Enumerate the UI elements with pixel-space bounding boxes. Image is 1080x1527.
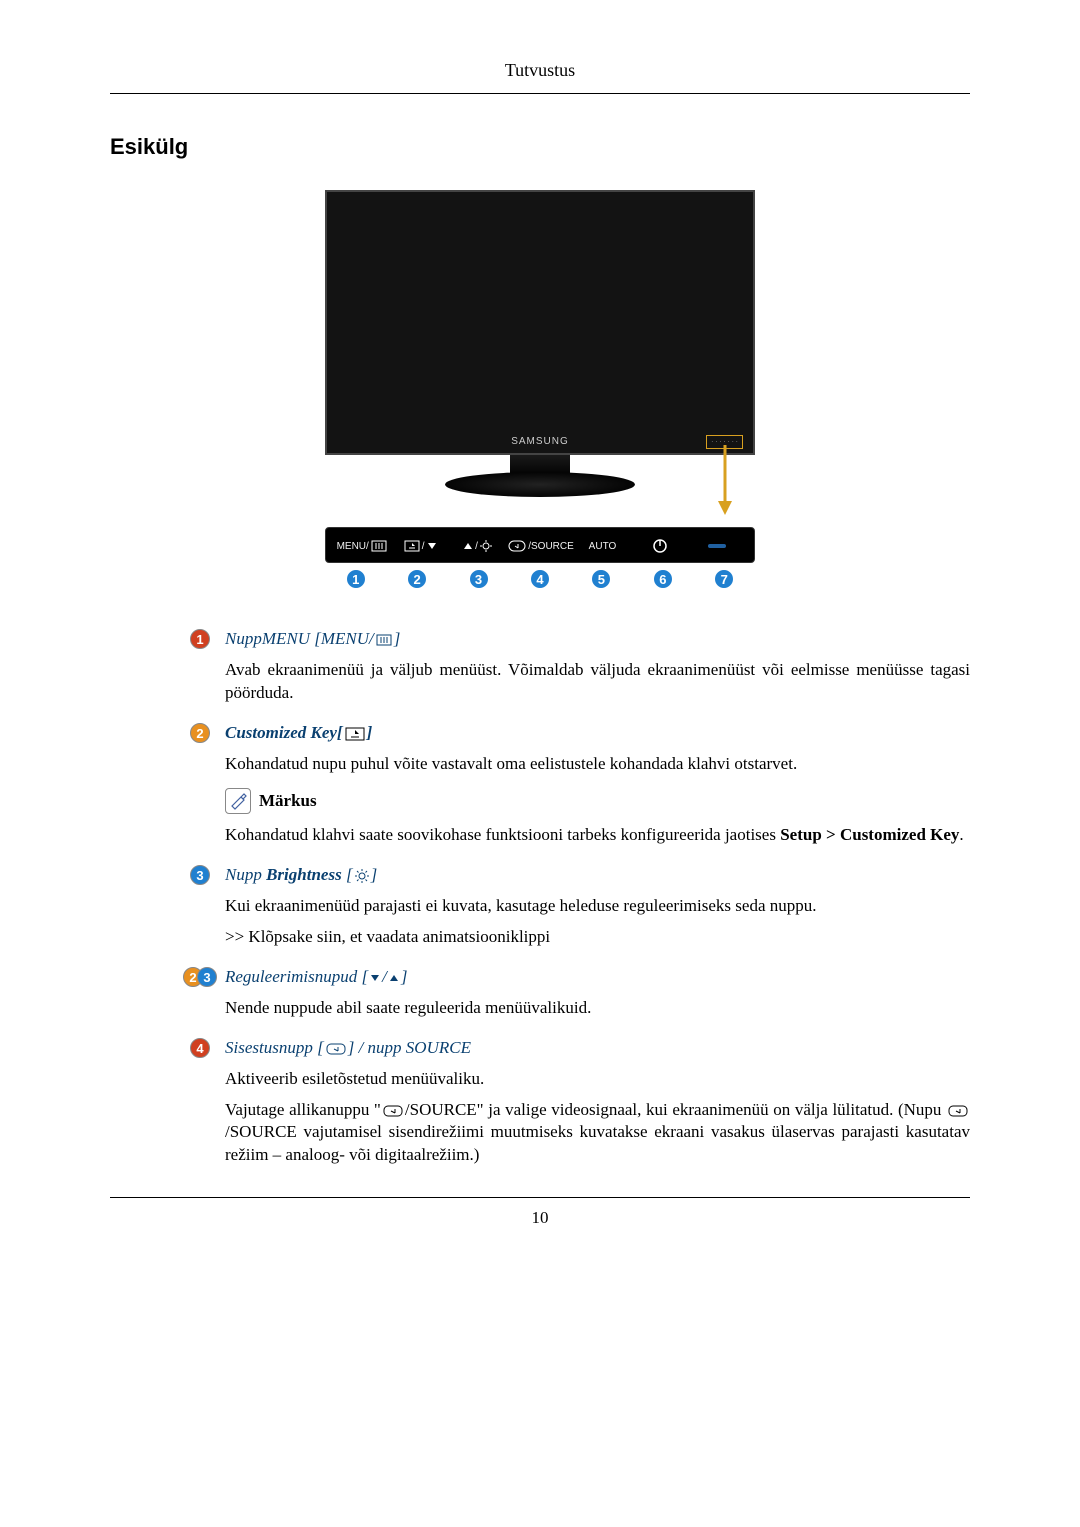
footer-rule bbox=[110, 1197, 970, 1198]
item-23-body: Nende nuppude abil saate reguleerida men… bbox=[225, 997, 970, 1020]
item-4-badge: 4 bbox=[190, 1038, 210, 1058]
item-list: 1 NuppMENU [MENU/] Avab ekraanimenüü ja … bbox=[225, 629, 970, 1167]
btn-brightness: / bbox=[449, 538, 506, 554]
monitor-screen: SAMSUNG · · · · · · · bbox=[325, 190, 755, 455]
note-icon bbox=[225, 788, 251, 814]
monitor-figure: SAMSUNG · · · · · · · MENU/ / / /SOURCE bbox=[110, 190, 970, 589]
item-4-body: Aktiveerib esiletõstetud menüüvaliku. bbox=[225, 1068, 970, 1091]
button-number-row: 1 2 3 4 5 6 7 bbox=[325, 569, 755, 589]
item-3-body: Kui ekraanimenüüd parajasti ei kuvata, k… bbox=[225, 895, 970, 918]
btn-auto: AUTO bbox=[574, 538, 631, 554]
item-23-badge: 23 bbox=[183, 967, 211, 987]
button-bar: MENU/ / / /SOURCE AUTO bbox=[325, 527, 755, 563]
callout-num-7: 7 bbox=[714, 569, 734, 589]
btn-led bbox=[689, 538, 746, 554]
item-2: 2 Customized Key[] Kohandatud nupu puhul… bbox=[225, 723, 970, 847]
callout-num-4: 4 bbox=[530, 569, 550, 589]
page-header-title: Tutvustus bbox=[110, 60, 970, 81]
item-2-badge: 2 bbox=[190, 723, 210, 743]
monitor-base bbox=[445, 472, 635, 497]
header-rule bbox=[110, 93, 970, 94]
page-number: 10 bbox=[110, 1208, 970, 1228]
item-1: 1 NuppMENU [MENU/] Avab ekraanimenüü ja … bbox=[225, 629, 970, 705]
item-3-badge: 3 bbox=[190, 865, 210, 885]
item-1-title: NuppMENU [MENU/] bbox=[225, 629, 970, 649]
btn-source: /SOURCE bbox=[506, 538, 574, 554]
item-3-title: Nupp Brightness [] bbox=[225, 865, 970, 885]
btn-custom: / bbox=[391, 538, 448, 554]
callout-num-5: 5 bbox=[591, 569, 611, 589]
btn-menu: MENU/ bbox=[334, 538, 391, 554]
section-heading: Esikülg bbox=[110, 134, 970, 160]
item-4: 4 Sisestusnupp [] / nupp SOURCE Aktiveer… bbox=[225, 1038, 970, 1168]
item-2-note-row: Märkus bbox=[225, 788, 970, 814]
callout-num-2: 2 bbox=[407, 569, 427, 589]
arrow-callout bbox=[715, 445, 735, 517]
item-4-title: Sisestusnupp [] / nupp SOURCE bbox=[225, 1038, 970, 1058]
item-1-body: Avab ekraanimenüü ja väljub menüüst. Või… bbox=[225, 659, 970, 705]
item-3-link[interactable]: >> Klõpsake siin, et vaadata animatsioon… bbox=[225, 926, 970, 949]
item-2-body: Kohandatud nupu puhul võite vastavalt om… bbox=[225, 753, 970, 776]
item-2-note-body: Kohandatud klahvi saate soovikohase funk… bbox=[225, 824, 970, 847]
btn-power bbox=[631, 538, 688, 554]
monitor-logo: SAMSUNG bbox=[511, 436, 569, 447]
item-4-body2: Vajutage allikanuppu "/SOURCE" ja valige… bbox=[225, 1099, 970, 1168]
item-3: 3 Nupp Brightness [] Kui ekraanimenüüd p… bbox=[225, 865, 970, 949]
item-23: 23 Reguleerimisnupud [/] Nende nuppude a… bbox=[225, 967, 970, 1020]
callout-num-6: 6 bbox=[653, 569, 673, 589]
callout-num-3: 3 bbox=[469, 569, 489, 589]
item-1-badge: 1 bbox=[190, 629, 210, 649]
callout-num-1: 1 bbox=[346, 569, 366, 589]
item-2-title: Customized Key[] bbox=[225, 723, 970, 743]
item-23-title: Reguleerimisnupud [/] bbox=[225, 967, 970, 987]
note-label: Märkus bbox=[259, 791, 317, 811]
